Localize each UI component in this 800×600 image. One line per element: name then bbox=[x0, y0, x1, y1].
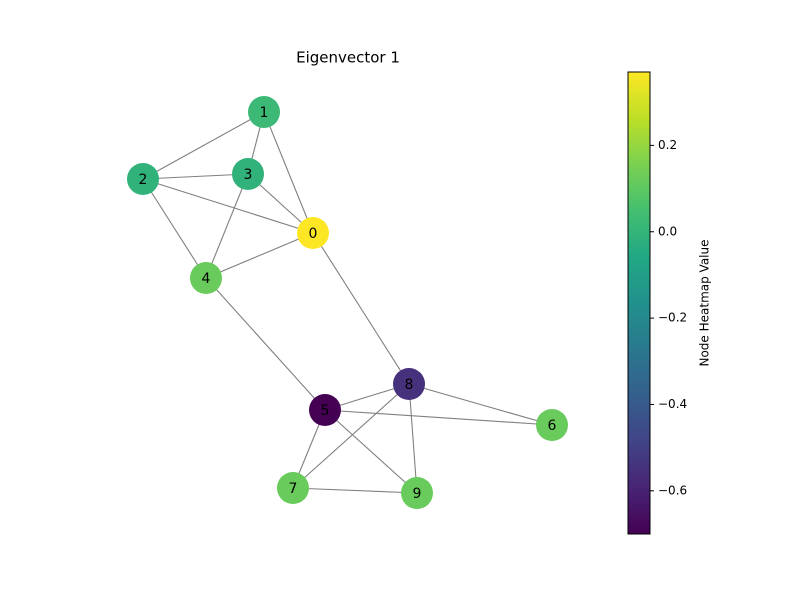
colorbar-tick-label: −0.2 bbox=[658, 311, 687, 325]
node bbox=[297, 217, 329, 249]
edge bbox=[408, 383, 553, 426]
edge bbox=[142, 178, 207, 279]
node-label: 2 bbox=[139, 172, 148, 188]
edge bbox=[408, 383, 418, 494]
colorbar-tick-label: −0.6 bbox=[658, 483, 687, 497]
node bbox=[248, 96, 280, 128]
node-label: 4 bbox=[202, 271, 211, 287]
node-label: 7 bbox=[289, 481, 298, 497]
colorbar: −0.6 −0.4 −0.2 0.0 0.2 Node Heatmap Value bbox=[627, 71, 712, 535]
edge bbox=[263, 111, 314, 234]
edge bbox=[205, 173, 249, 279]
node-label: 8 bbox=[405, 377, 414, 393]
node bbox=[232, 158, 264, 190]
edge bbox=[312, 232, 410, 385]
edge bbox=[142, 111, 265, 180]
node bbox=[309, 394, 341, 426]
node-label: 1 bbox=[260, 105, 269, 121]
chart-title: Eigenvector 1 bbox=[296, 49, 400, 67]
node-label: 9 bbox=[413, 486, 422, 502]
node-label: 0 bbox=[309, 226, 318, 242]
colorbar-scale bbox=[627, 71, 651, 535]
nodes: 0 1 2 3 4 5 6 7 8 9 bbox=[127, 96, 568, 509]
colorbar-tick-label: 0.2 bbox=[658, 138, 677, 152]
node-label: 5 bbox=[321, 403, 330, 419]
edge bbox=[205, 232, 314, 279]
node-label: 6 bbox=[548, 418, 557, 434]
node bbox=[190, 262, 222, 294]
edge bbox=[142, 173, 249, 180]
edge bbox=[205, 277, 326, 411]
edges bbox=[142, 111, 553, 494]
node bbox=[277, 472, 309, 504]
node bbox=[536, 409, 568, 441]
edge bbox=[324, 409, 418, 494]
edge bbox=[292, 487, 418, 494]
colorbar-tick-label: −0.4 bbox=[658, 397, 687, 411]
edge bbox=[142, 178, 314, 234]
node bbox=[401, 477, 433, 509]
colorbar-tick-label: 0.0 bbox=[658, 224, 677, 238]
node bbox=[393, 368, 425, 400]
colorbar-label: Node Heatmap Value bbox=[698, 239, 712, 366]
edge bbox=[292, 383, 410, 489]
edge bbox=[324, 409, 553, 426]
node-label: 3 bbox=[244, 167, 253, 183]
node bbox=[127, 163, 159, 195]
